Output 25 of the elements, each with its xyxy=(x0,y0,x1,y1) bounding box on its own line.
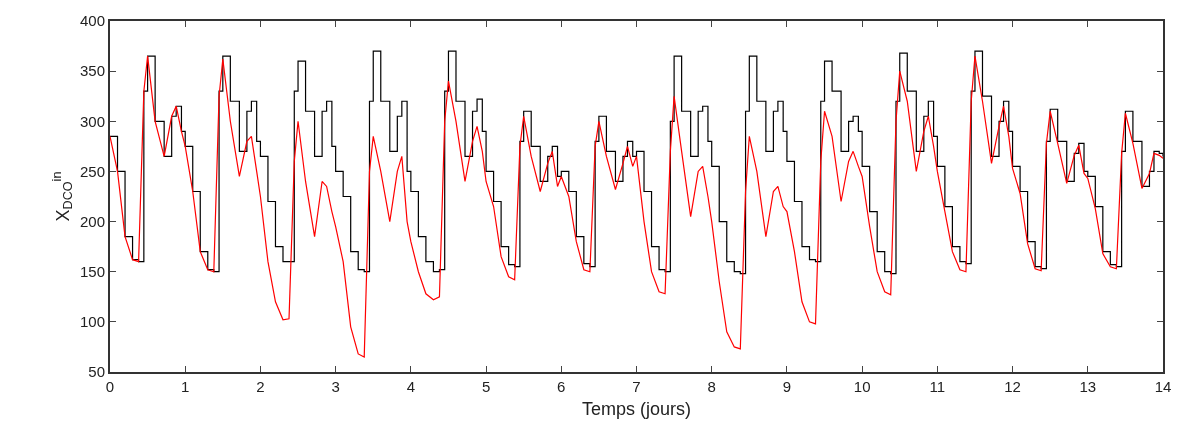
y-tick-label: 50 xyxy=(88,363,105,381)
x-axis-title: Temps (jours) xyxy=(581,398,692,419)
y-tick-label: 300 xyxy=(79,112,105,130)
x-tick-label: 13 xyxy=(1079,378,1097,395)
y-tick-label: 250 xyxy=(79,162,105,180)
x-tick-label: 7 xyxy=(632,378,641,395)
line-series xyxy=(110,55,1163,358)
x-tick-label: 10 xyxy=(853,378,871,395)
y-tick-label: 400 xyxy=(79,12,105,30)
y-tick-label: 200 xyxy=(79,212,105,230)
x-tick-label: 8 xyxy=(707,378,716,395)
x-tick-label: 5 xyxy=(481,378,491,395)
x-tick-label: 2 xyxy=(256,378,265,395)
x-tick-label: 4 xyxy=(406,378,416,395)
x-tick-label: 11 xyxy=(929,378,946,395)
x-tick-label: 12 xyxy=(1004,378,1021,395)
x-tick-label: 3 xyxy=(331,378,340,395)
x-tick-label: 6 xyxy=(557,378,566,395)
x-tick-label: 9 xyxy=(782,378,792,395)
y-tick-label: 150 xyxy=(79,262,105,280)
y-tick-label: 100 xyxy=(79,313,105,331)
y-tick-label: 350 xyxy=(79,62,105,80)
x-tick-label: 0 xyxy=(105,378,115,395)
x-tick-label: 1 xyxy=(181,378,190,395)
x-tick-label: 14 xyxy=(1154,378,1172,395)
